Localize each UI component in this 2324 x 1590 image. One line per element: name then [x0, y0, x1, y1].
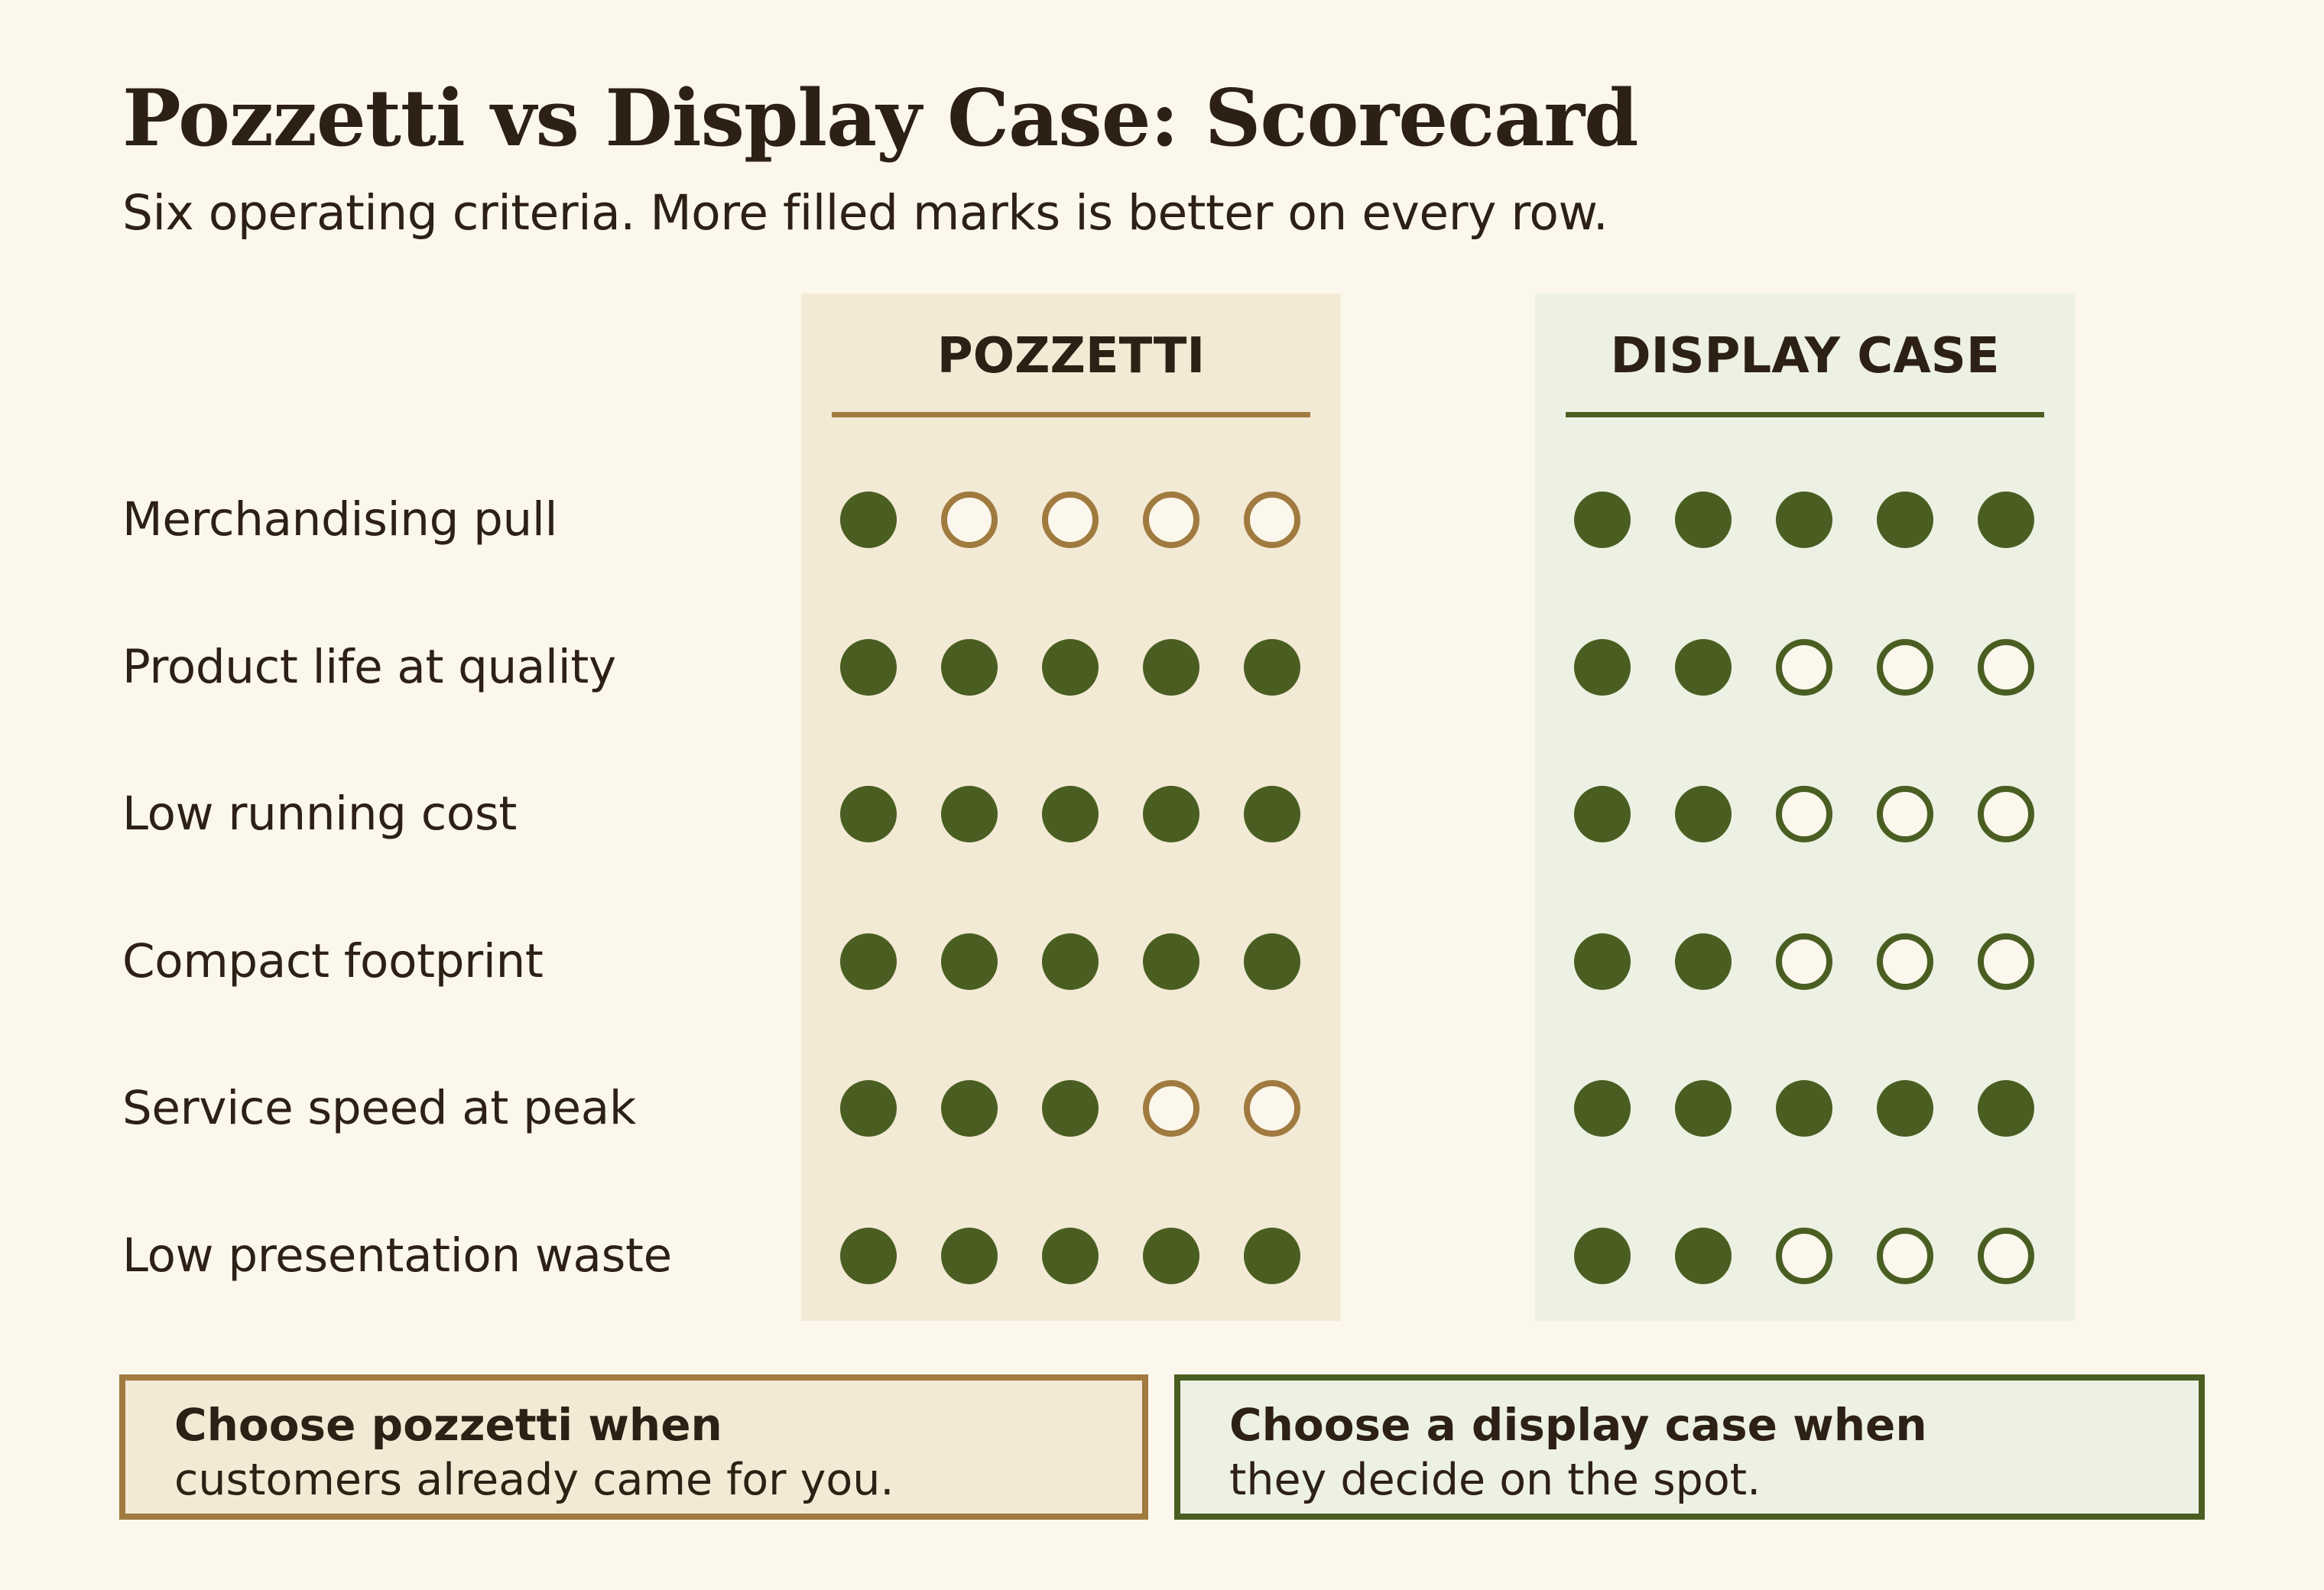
pozzetti-score-dot-empty [1042, 492, 1099, 548]
display-case-score-dot-filled [1574, 933, 1631, 990]
display-case-score-dot-empty [1776, 638, 1832, 696]
pozzetti-score-dot-filled [1244, 1227, 1300, 1284]
display-case-score-dot-empty [1978, 786, 2034, 842]
pozzetti-score-dot-empty [941, 492, 998, 548]
pozzetti-score-dot-filled [840, 638, 897, 696]
row-label: Low running cost [122, 787, 518, 841]
pozzetti-score-dot-empty [1143, 1080, 1199, 1137]
display-case-column-header: DISPLAY CASE [1610, 328, 2000, 385]
display-case-score-dot-empty [1978, 1227, 2034, 1284]
pozzetti-score-dot-filled [840, 786, 897, 842]
row-label: Merchandising pull [122, 492, 558, 547]
display-case-score-dot-empty [1776, 933, 1832, 990]
display-case-score-dot-filled [1675, 1080, 1732, 1137]
pozzetti-score-dot-filled [1042, 933, 1099, 990]
display-case-score-dot-filled [1675, 786, 1732, 842]
display-case-score-dot-empty [1877, 786, 1933, 842]
pozzetti-score-dot-filled [1042, 638, 1099, 696]
display-case-score-dot-empty [1877, 1227, 1933, 1284]
display-case-score-dot-empty [1776, 1227, 1832, 1284]
row-label: Product life at quality [122, 639, 616, 694]
pozzetti-score-dot-empty [1244, 492, 1300, 548]
display-case-score-dot-filled [1574, 638, 1631, 696]
row-label: Service speed at peak [122, 1081, 636, 1135]
display-case-score-dot-filled [1877, 492, 1933, 548]
display-case-callout-text: they decide on the spot. [1229, 1455, 1761, 1505]
display-case-score-dot-empty [1978, 933, 2034, 990]
display-case-score-dot-filled [1675, 933, 1732, 990]
display-case-score-dot-filled [1776, 492, 1832, 548]
pozzetti-score-dot-filled [941, 933, 998, 990]
pozzetti-score-dot-filled [941, 638, 998, 696]
pozzetti-score-dot-filled [1042, 786, 1099, 842]
display-case-score-dot-filled [1978, 1080, 2034, 1137]
pozzetti-score-dot-filled [1244, 933, 1300, 990]
display-case-score-dot-filled [1574, 1080, 1631, 1137]
display-case-header-rule [1566, 412, 2044, 417]
pozzetti-score-dot-filled [1042, 1080, 1099, 1137]
pozzetti-score-dot-filled [840, 1227, 897, 1284]
display-case-score-dot-empty [1877, 638, 1933, 696]
display-case-score-dot-filled [1675, 1227, 1732, 1284]
pozzetti-score-dot-filled [941, 786, 998, 842]
pozzetti-score-dot-filled [1244, 638, 1300, 696]
pozzetti-score-dot-filled [840, 492, 897, 548]
pozzetti-score-dot-filled [1042, 1227, 1099, 1284]
display-case-score-dot-filled [1978, 492, 2034, 548]
pozzetti-callout: Choose pozzetti when customers already c… [119, 1374, 1148, 1520]
row-label: Low presentation waste [122, 1228, 672, 1283]
display-case-column: DISPLAY CASE [1535, 294, 2075, 1321]
display-case-score-dot-filled [1675, 638, 1732, 696]
pozzetti-score-dot-filled [1143, 1227, 1199, 1284]
chart-subtitle: Six operating criteria. More filled mark… [122, 185, 1608, 241]
display-case-callout-title: Choose a display case when [1229, 1399, 1927, 1451]
display-case-score-dot-filled [1776, 1080, 1832, 1137]
row-label: Compact footprint [122, 933, 544, 988]
pozzetti-callout-text: customers already came for you. [174, 1455, 894, 1505]
display-case-score-dot-filled [1675, 492, 1732, 548]
display-case-score-dot-filled [1877, 1080, 1933, 1137]
display-case-score-dot-filled [1574, 1227, 1631, 1284]
pozzetti-score-dot-filled [1143, 638, 1199, 696]
pozzetti-column: POZZETTI [801, 294, 1341, 1321]
display-case-score-dot-empty [1978, 638, 2034, 696]
pozzetti-score-dot-empty [1244, 1080, 1300, 1137]
display-case-score-dot-empty [1877, 933, 1933, 990]
pozzetti-score-dot-filled [941, 1227, 998, 1284]
pozzetti-header-rule [832, 412, 1310, 417]
display-case-score-dot-empty [1776, 786, 1832, 842]
pozzetti-score-dot-filled [840, 933, 897, 990]
pozzetti-score-dot-filled [1244, 786, 1300, 842]
pozzetti-score-dot-filled [1143, 933, 1199, 990]
display-case-score-dot-filled [1574, 786, 1631, 842]
pozzetti-column-header: POZZETTI [936, 328, 1206, 385]
pozzetti-score-dot-empty [1143, 492, 1199, 548]
pozzetti-score-dot-filled [1143, 786, 1199, 842]
display-case-score-dot-filled [1574, 492, 1631, 548]
display-case-callout: Choose a display case when they decide o… [1174, 1374, 2205, 1520]
chart-title: Pozzetti vs Display Case: Scorecard [122, 73, 1638, 164]
pozzetti-score-dot-filled [840, 1080, 897, 1137]
pozzetti-callout-title: Choose pozzetti when [174, 1399, 722, 1451]
pozzetti-score-dot-filled [941, 1080, 998, 1137]
